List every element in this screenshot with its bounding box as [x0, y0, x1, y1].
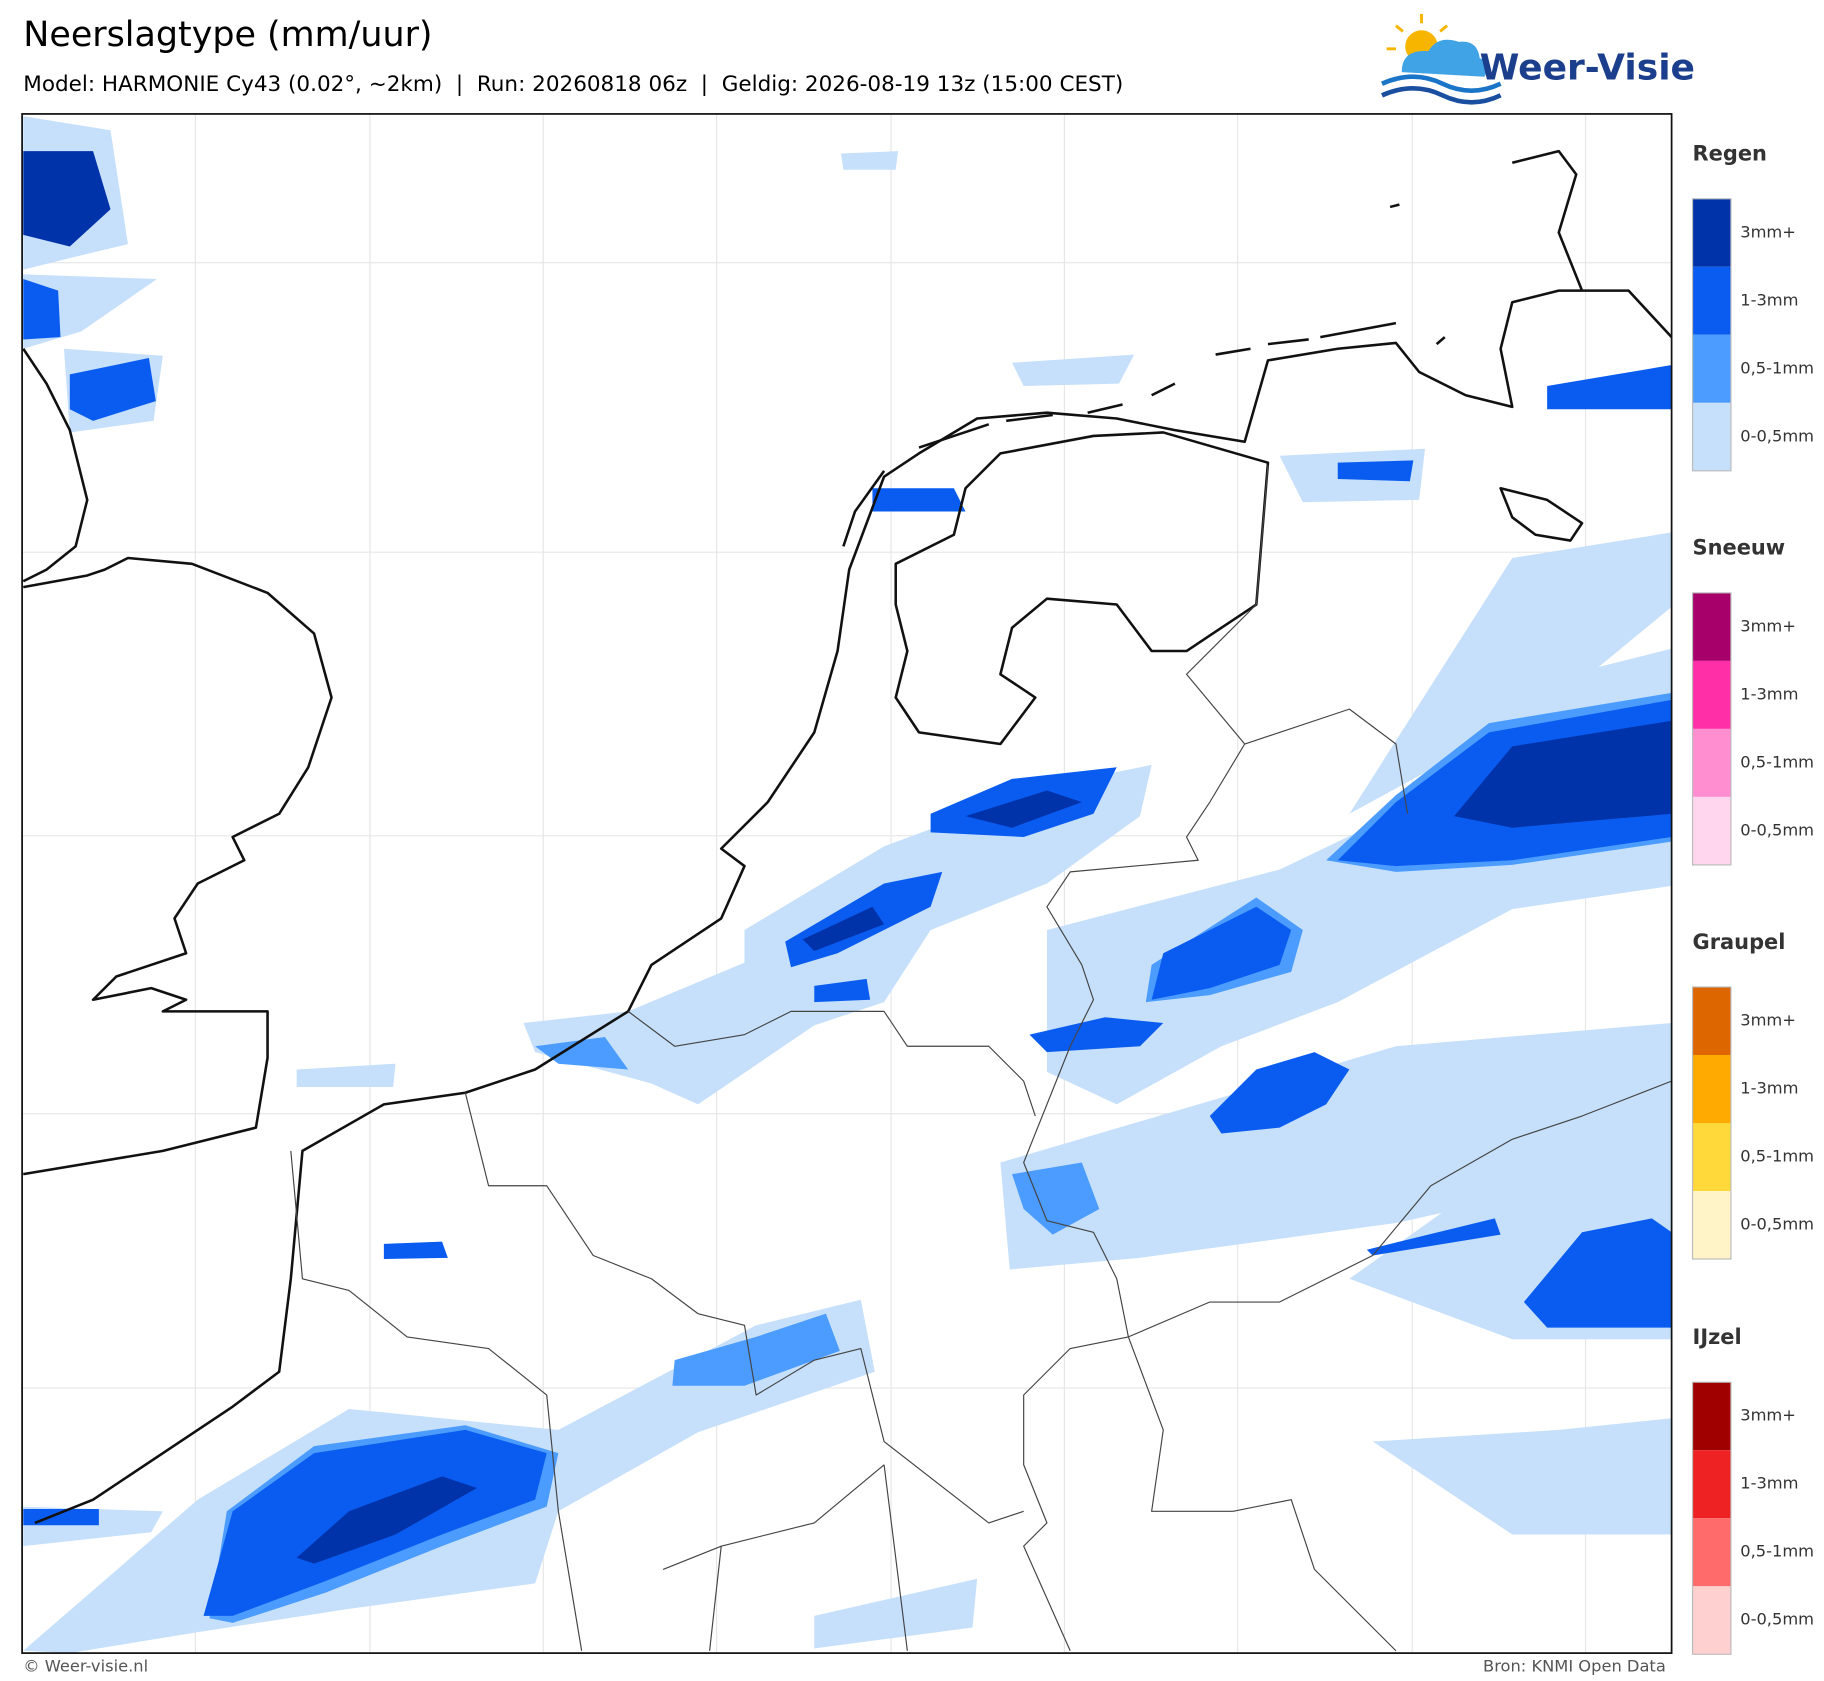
legend-label: 0-0,5mm [1740, 1215, 1814, 1234]
legend-swatch [1692, 1586, 1731, 1655]
logo-wave [1381, 74, 1502, 93]
legend-swatch [1692, 402, 1731, 471]
map-frame [21, 113, 1673, 1654]
legend-label: 1-3mm [1740, 684, 1798, 703]
legend-swatch [1692, 266, 1731, 335]
map [22, 113, 1672, 1654]
legend-swatch [1692, 796, 1731, 865]
legend-label: 3mm+ [1740, 1010, 1796, 1029]
legend-swatch [1692, 1190, 1731, 1260]
title: Neerslagtype (mm/uur) [23, 15, 432, 55]
legend-swatch [1692, 198, 1731, 267]
source: Bron: KNMI Open Data [1483, 1657, 1666, 1676]
legend-label: 0-0,5mm [1740, 1610, 1814, 1629]
legend-swatch [1692, 334, 1731, 403]
logo: Weer-Visie [1381, 13, 1695, 105]
legend-title: Graupel [1693, 930, 1786, 954]
legend-label: 0,5-1mm [1740, 358, 1814, 377]
credit: © Weer-visie.nl [23, 1657, 148, 1676]
legend-title: Regen [1693, 142, 1767, 166]
legend-label: 1-3mm [1740, 1078, 1798, 1097]
logo-wave [1381, 86, 1502, 105]
logo-rays [1386, 13, 1449, 51]
subtitle: Model: HARMONIE Cy43 (0.02°, ~2km) | Run… [23, 72, 1123, 97]
legend-swatch [1692, 1054, 1731, 1123]
legend-label: 1-3mm [1740, 290, 1798, 309]
legend-title: IJzel [1693, 1325, 1742, 1349]
legend: Regen 3mm+ 1-3mm 0,5-1mm 0-0,5mm Sneeuw 3mm+ 1-… [1691, 142, 1814, 1655]
legend-swatch [1692, 986, 1731, 1055]
legend-label: 3mm+ [1740, 1406, 1796, 1425]
legend-swatch-frame [1691, 198, 1732, 472]
legend-label: 0,5-1mm [1740, 1542, 1814, 1561]
logo-text: Weer-Visie [1480, 48, 1695, 89]
coastline [22, 149, 1672, 1525]
legend-swatch [1692, 660, 1731, 729]
legend-label: 0-0,5mm [1740, 820, 1814, 839]
legend-swatch [1692, 1518, 1731, 1587]
legend-swatch [1692, 728, 1731, 797]
precipitation-heavy [23, 151, 1672, 1623]
borders [290, 464, 1672, 1652]
legend-label: 0-0,5mm [1740, 426, 1814, 445]
legend-swatch [1692, 1450, 1731, 1519]
legend-label: 1-3mm [1740, 1474, 1798, 1493]
logo-cloud [1401, 39, 1489, 77]
legend-swatch-frame [1691, 592, 1732, 866]
legend-swatch [1692, 592, 1731, 661]
legend-label: 3mm+ [1740, 222, 1796, 241]
legend-label: 0,5-1mm [1740, 1146, 1814, 1165]
legend-swatch-frame [1691, 986, 1732, 1260]
legend-title: Sneeuw [1693, 536, 1786, 560]
legend-label: 3mm+ [1740, 616, 1796, 635]
precipitation-light [23, 116, 1672, 1654]
legend-swatch [1692, 1382, 1731, 1451]
legend-label: 0,5-1mm [1740, 752, 1814, 771]
legend-swatch-frame [1691, 1381, 1732, 1655]
legend-swatch [1692, 1122, 1731, 1191]
